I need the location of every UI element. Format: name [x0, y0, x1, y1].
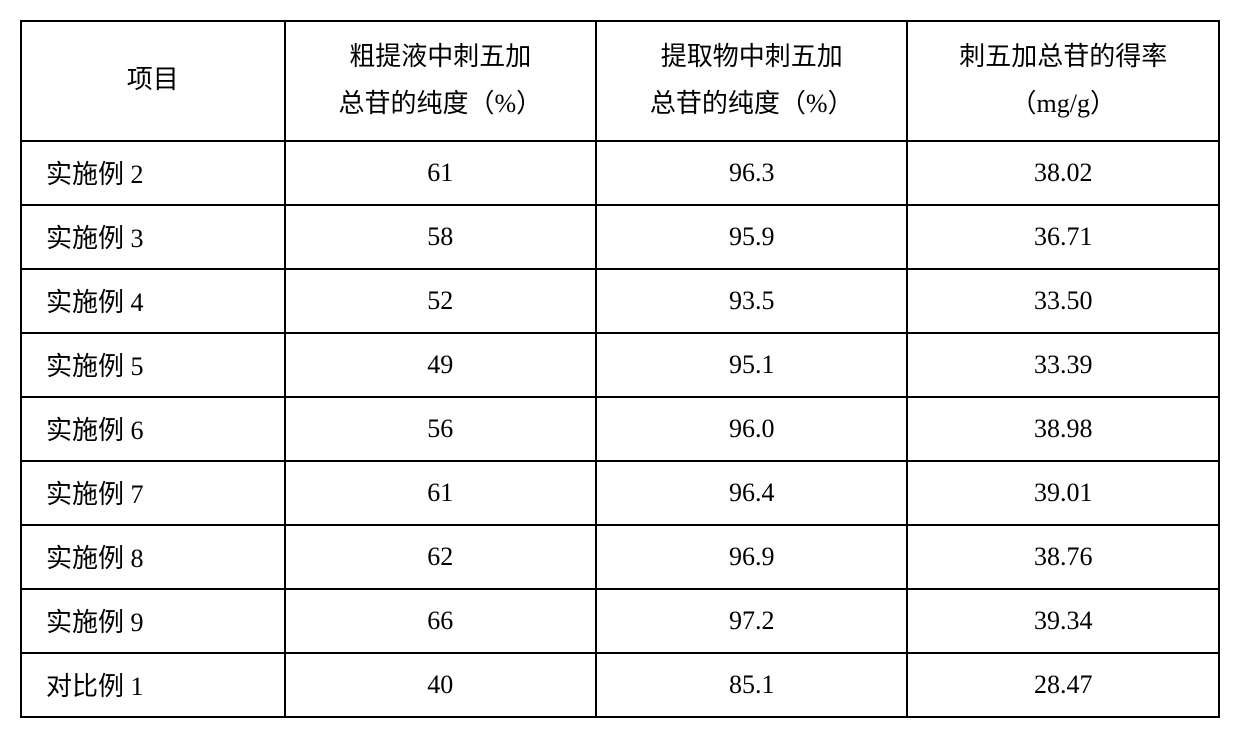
cell-yield: 28.47 — [907, 653, 1219, 717]
table-header: 项目 粗提液中刺五加 总苷的纯度（%） 提取物中刺五加 总苷的纯度（%） 刺五加… — [21, 21, 1219, 141]
cell-crude-purity: 58 — [285, 205, 596, 269]
cell-crude-purity: 66 — [285, 589, 596, 653]
cell-crude-purity: 49 — [285, 333, 596, 397]
cell-crude-purity: 61 — [285, 461, 596, 525]
cell-extract-purity: 85.1 — [596, 653, 907, 717]
table-row: 实施例 26196.338.02 — [21, 141, 1219, 205]
cell-crude-purity: 40 — [285, 653, 596, 717]
cell-extract-purity: 93.5 — [596, 269, 907, 333]
header-col-item: 项目 — [21, 21, 285, 141]
cell-crude-purity: 62 — [285, 525, 596, 589]
data-table: 项目 粗提液中刺五加 总苷的纯度（%） 提取物中刺五加 总苷的纯度（%） 刺五加… — [20, 20, 1220, 718]
cell-yield: 33.39 — [907, 333, 1219, 397]
cell-extract-purity: 95.1 — [596, 333, 907, 397]
cell-yield: 39.01 — [907, 461, 1219, 525]
header-line: 粗提液中刺五加 — [349, 42, 531, 71]
cell-label: 对比例 1 — [21, 653, 285, 717]
table-row: 实施例 54995.133.39 — [21, 333, 1219, 397]
cell-yield: 39.34 — [907, 589, 1219, 653]
cell-label: 实施例 7 — [21, 461, 285, 525]
cell-label: 实施例 5 — [21, 333, 285, 397]
table-row: 实施例 76196.439.01 — [21, 461, 1219, 525]
table-row: 实施例 45293.533.50 — [21, 269, 1219, 333]
header-line: 提取物中刺五加 — [661, 42, 843, 71]
cell-extract-purity: 96.0 — [596, 397, 907, 461]
cell-extract-purity: 95.9 — [596, 205, 907, 269]
table-row: 实施例 86296.938.76 — [21, 525, 1219, 589]
table-body: 实施例 26196.338.02实施例 35895.936.71实施例 4529… — [21, 141, 1219, 717]
cell-label: 实施例 4 — [21, 269, 285, 333]
cell-yield: 38.76 — [907, 525, 1219, 589]
header-line: 刺五加总苷的得率 — [959, 42, 1167, 71]
cell-extract-purity: 96.3 — [596, 141, 907, 205]
header-row: 项目 粗提液中刺五加 总苷的纯度（%） 提取物中刺五加 总苷的纯度（%） 刺五加… — [21, 21, 1219, 141]
cell-extract-purity: 97.2 — [596, 589, 907, 653]
cell-crude-purity: 56 — [285, 397, 596, 461]
table-row: 实施例 96697.239.34 — [21, 589, 1219, 653]
cell-yield: 33.50 — [907, 269, 1219, 333]
cell-label: 实施例 9 — [21, 589, 285, 653]
table-row: 对比例 14085.128.47 — [21, 653, 1219, 717]
table-row: 实施例 35895.936.71 — [21, 205, 1219, 269]
cell-label: 实施例 3 — [21, 205, 285, 269]
cell-crude-purity: 52 — [285, 269, 596, 333]
header-line: 总苷的纯度（%） — [650, 89, 854, 118]
cell-yield: 36.71 — [907, 205, 1219, 269]
header-col-extract-purity: 提取物中刺五加 总苷的纯度（%） — [596, 21, 907, 141]
cell-extract-purity: 96.9 — [596, 525, 907, 589]
cell-label: 实施例 8 — [21, 525, 285, 589]
table-row: 实施例 65696.038.98 — [21, 397, 1219, 461]
cell-yield: 38.02 — [907, 141, 1219, 205]
header-line: 总苷的纯度（%） — [338, 89, 542, 118]
cell-yield: 38.98 — [907, 397, 1219, 461]
cell-crude-purity: 61 — [285, 141, 596, 205]
cell-label: 实施例 6 — [21, 397, 285, 461]
header-col-yield: 刺五加总苷的得率 （mg/g） — [907, 21, 1219, 141]
header-col-crude-purity: 粗提液中刺五加 总苷的纯度（%） — [285, 21, 596, 141]
header-line: （mg/g） — [1011, 89, 1116, 118]
cell-label: 实施例 2 — [21, 141, 285, 205]
cell-extract-purity: 96.4 — [596, 461, 907, 525]
